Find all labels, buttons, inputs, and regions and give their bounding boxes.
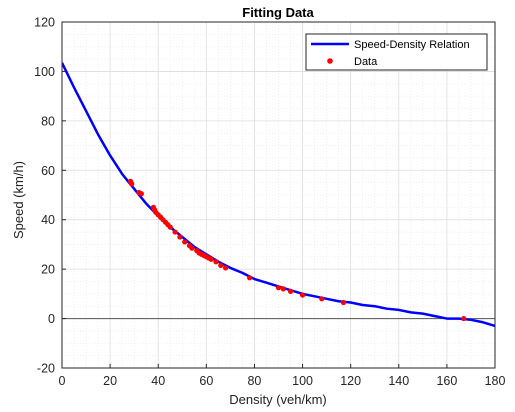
y-tick-label: 40: [41, 213, 55, 227]
x-tick-label: 120: [340, 374, 361, 388]
chart-title: Fitting Data: [242, 5, 314, 20]
x-tick-label: 80: [247, 374, 261, 388]
data-point: [319, 296, 324, 301]
y-tick-label: 120: [34, 16, 55, 30]
data-point: [288, 289, 293, 294]
y-tick-label: -20: [37, 362, 55, 376]
data-point: [247, 275, 252, 280]
data-point: [168, 225, 173, 230]
plot-area: 0 20 40 60 80 100 120 140 160 180 -20 0 20 40 60 80 100…: [34, 16, 505, 389]
y-tick-label: 60: [41, 164, 55, 178]
y-tick-label: 20: [41, 263, 55, 277]
x-axis-label: Density (veh/km): [229, 392, 327, 407]
legend-entry-curve: Speed-Density Relation: [354, 39, 470, 51]
data-point: [182, 239, 187, 244]
data-point: [281, 286, 286, 291]
data-point: [223, 265, 228, 270]
y-tick-label: 80: [41, 114, 55, 128]
y-axis-label: Speed (km/h): [11, 161, 26, 239]
data-point: [276, 285, 281, 290]
data-point: [189, 246, 194, 251]
data-point: [209, 257, 214, 262]
data-point: [218, 263, 223, 268]
legend: Speed-Density Relation Data: [306, 34, 487, 70]
x-tick-label: 140: [388, 374, 409, 388]
data-point: [172, 229, 177, 234]
data-point: [461, 316, 466, 321]
x-tick-label: 40: [151, 374, 165, 388]
data-point: [341, 300, 346, 305]
y-tick-label: 0: [48, 312, 55, 326]
data-point: [213, 259, 218, 264]
data-point: [300, 292, 305, 297]
x-tick-label: 180: [485, 374, 506, 388]
legend-entry-data: Data: [354, 56, 378, 68]
x-tick-label: 0: [59, 374, 66, 388]
data-point: [177, 234, 182, 239]
data-point: [139, 191, 144, 196]
x-tick-label: 160: [436, 374, 457, 388]
legend-marker-swatch: [327, 58, 333, 64]
y-tick-label: 100: [34, 65, 55, 79]
x-tick-label: 60: [199, 374, 213, 388]
x-tick-label: 100: [292, 374, 313, 388]
data-point: [129, 181, 134, 186]
x-tick-label: 20: [103, 374, 117, 388]
